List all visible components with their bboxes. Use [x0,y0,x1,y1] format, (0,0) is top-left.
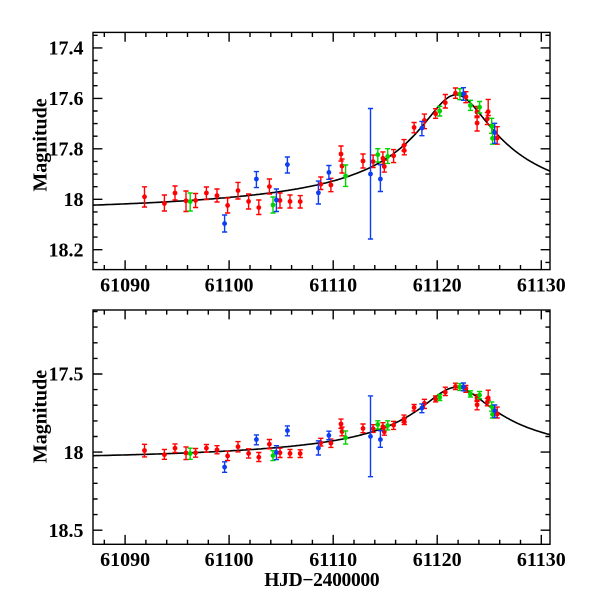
svg-text:17.4: 17.4 [49,38,84,60]
svg-text:61120: 61120 [413,275,462,297]
svg-text:17.5: 17.5 [49,364,84,386]
svg-text:61120: 61120 [413,549,462,571]
svg-text:61090: 61090 [100,549,150,571]
svg-text:Magnitude: Magnitude [30,98,52,191]
svg-text:18: 18 [64,189,84,211]
svg-text:18.5: 18.5 [49,520,84,542]
svg-text:61100: 61100 [205,275,254,297]
svg-text:61110: 61110 [309,275,357,297]
svg-text:18.2: 18.2 [49,239,84,261]
svg-text:HJD−2400000: HJD−2400000 [264,570,379,591]
svg-text:18: 18 [64,442,84,464]
svg-text:61100: 61100 [205,549,254,571]
svg-text:17.8: 17.8 [49,139,84,161]
svg-text:61090: 61090 [100,275,150,297]
svg-text:Magnitude: Magnitude [29,370,51,463]
svg-text:61130: 61130 [517,549,566,571]
svg-text:61130: 61130 [517,275,566,297]
svg-text:61110: 61110 [309,549,357,571]
svg-text:17.6: 17.6 [49,88,84,110]
